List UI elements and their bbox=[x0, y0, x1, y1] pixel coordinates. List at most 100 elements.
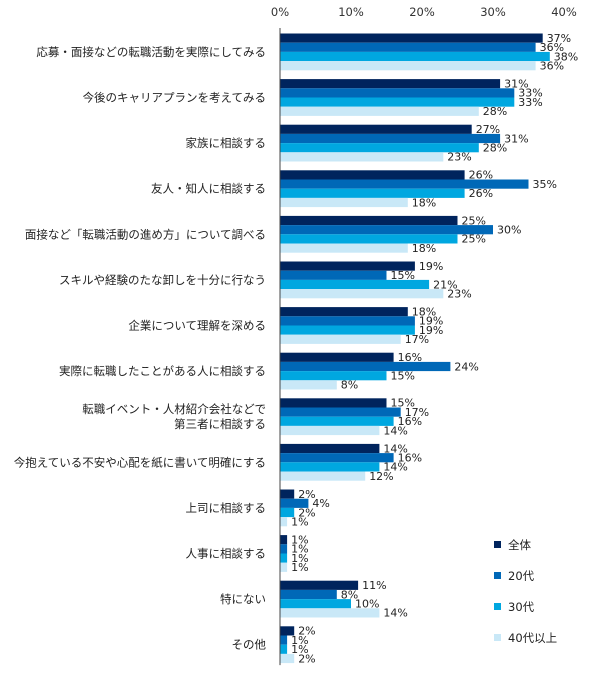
data-label: 1% bbox=[291, 552, 308, 565]
data-label: 31% bbox=[504, 78, 528, 91]
legend: 全体 20代 30代 40代以上 bbox=[494, 538, 557, 645]
bar bbox=[280, 562, 288, 572]
bar bbox=[280, 170, 465, 180]
bar bbox=[280, 398, 387, 408]
data-label: 14% bbox=[383, 424, 407, 437]
x-tick-label: 30% bbox=[480, 5, 506, 19]
data-label: 36% bbox=[540, 41, 564, 54]
data-label: 21% bbox=[433, 278, 457, 291]
bar bbox=[280, 599, 351, 609]
category-label: 企業について理解を深める bbox=[128, 319, 266, 333]
legend-label: 全体 bbox=[508, 538, 531, 552]
data-label: 2% bbox=[298, 488, 315, 501]
bar bbox=[280, 33, 543, 43]
data-label: 1% bbox=[291, 561, 308, 574]
data-label: 14% bbox=[383, 461, 407, 474]
data-label: 18% bbox=[412, 196, 436, 209]
bar bbox=[280, 234, 458, 244]
data-label: 28% bbox=[483, 105, 507, 118]
data-label: 8% bbox=[341, 379, 358, 392]
data-label: 18% bbox=[412, 306, 436, 319]
data-label: 14% bbox=[383, 607, 407, 620]
data-label: 33% bbox=[518, 87, 542, 100]
data-label: 23% bbox=[447, 151, 471, 164]
bar bbox=[280, 553, 288, 563]
data-label: 2% bbox=[298, 506, 315, 519]
bar bbox=[280, 124, 472, 134]
legend-swatch bbox=[494, 603, 501, 610]
x-tick-label: 20% bbox=[409, 5, 435, 19]
data-label: 2% bbox=[298, 652, 315, 665]
bar bbox=[280, 517, 288, 527]
bar bbox=[280, 361, 451, 372]
bar bbox=[280, 133, 501, 144]
bar bbox=[280, 416, 394, 426]
data-label: 14% bbox=[383, 442, 407, 455]
bar bbox=[280, 42, 536, 52]
data-label: 17% bbox=[405, 406, 429, 419]
data-label: 2% bbox=[298, 625, 315, 638]
data-label: 12% bbox=[369, 470, 393, 483]
data-label: 24% bbox=[454, 360, 478, 373]
bar bbox=[280, 371, 387, 381]
data-label: 31% bbox=[504, 132, 528, 145]
data-label: 15% bbox=[391, 370, 415, 383]
category-labels: 応募・面接などの転職活動を実際にしてみる今後のキャリアプランを考えてみる家族に相… bbox=[14, 45, 267, 652]
data-label: 16% bbox=[398, 452, 422, 465]
bar bbox=[280, 589, 337, 600]
data-label: 19% bbox=[419, 324, 443, 337]
bar bbox=[280, 608, 380, 618]
bars-area: 37%36%38%36%31%33%33%28%27%31%28%23%26%3… bbox=[279, 28, 578, 665]
category-label: 上司に相談する bbox=[186, 501, 267, 515]
bar bbox=[280, 316, 415, 326]
data-label: 27% bbox=[476, 123, 500, 136]
bar bbox=[280, 179, 529, 189]
bar bbox=[280, 97, 515, 107]
bar bbox=[280, 544, 288, 554]
data-label: 28% bbox=[483, 142, 507, 155]
legend-swatch bbox=[494, 572, 501, 579]
data-label: 19% bbox=[419, 260, 443, 273]
legend-swatch bbox=[494, 634, 501, 641]
bar bbox=[280, 88, 515, 98]
bar bbox=[280, 289, 444, 299]
bar bbox=[280, 152, 444, 162]
bar bbox=[280, 270, 387, 280]
data-label: 26% bbox=[469, 169, 493, 182]
bar bbox=[280, 143, 479, 153]
data-label: 26% bbox=[469, 187, 493, 200]
category-label: 面接など「転職活動の進め方」について調べる bbox=[25, 227, 266, 241]
x-tick-label: 40% bbox=[551, 5, 577, 19]
x-tick-label: 0% bbox=[271, 5, 289, 19]
legend-swatch bbox=[494, 541, 501, 548]
legend-label: 30代 bbox=[508, 600, 535, 614]
category-label: 今抱えている不安や心配を紙に書いて明確にする bbox=[14, 455, 266, 469]
data-label: 1% bbox=[291, 543, 308, 556]
x-axis-ticks: 0% 10% 20% 30% 40% bbox=[271, 5, 577, 19]
bar bbox=[280, 334, 401, 344]
bar bbox=[280, 425, 380, 436]
bar bbox=[280, 188, 465, 198]
data-label: 33% bbox=[518, 96, 542, 109]
data-label: 17% bbox=[405, 333, 429, 346]
bar bbox=[280, 51, 550, 62]
data-label: 30% bbox=[497, 224, 521, 237]
bar bbox=[280, 61, 536, 71]
legend-label: 40代以上 bbox=[508, 631, 557, 645]
data-label: 8% bbox=[341, 588, 358, 601]
data-label: 10% bbox=[355, 598, 379, 611]
data-label: 1% bbox=[291, 534, 308, 547]
bar bbox=[280, 635, 288, 645]
data-label: 1% bbox=[291, 643, 308, 656]
bar bbox=[280, 225, 493, 235]
category-label: 第三者に相談する bbox=[174, 417, 266, 431]
category-label: その他 bbox=[232, 638, 267, 652]
x-tick-label: 10% bbox=[338, 5, 364, 19]
data-label: 37% bbox=[547, 32, 571, 45]
data-label: 25% bbox=[462, 233, 486, 246]
bar bbox=[280, 462, 380, 472]
bar bbox=[280, 352, 394, 362]
data-label: 15% bbox=[391, 269, 415, 282]
bar bbox=[280, 380, 337, 390]
